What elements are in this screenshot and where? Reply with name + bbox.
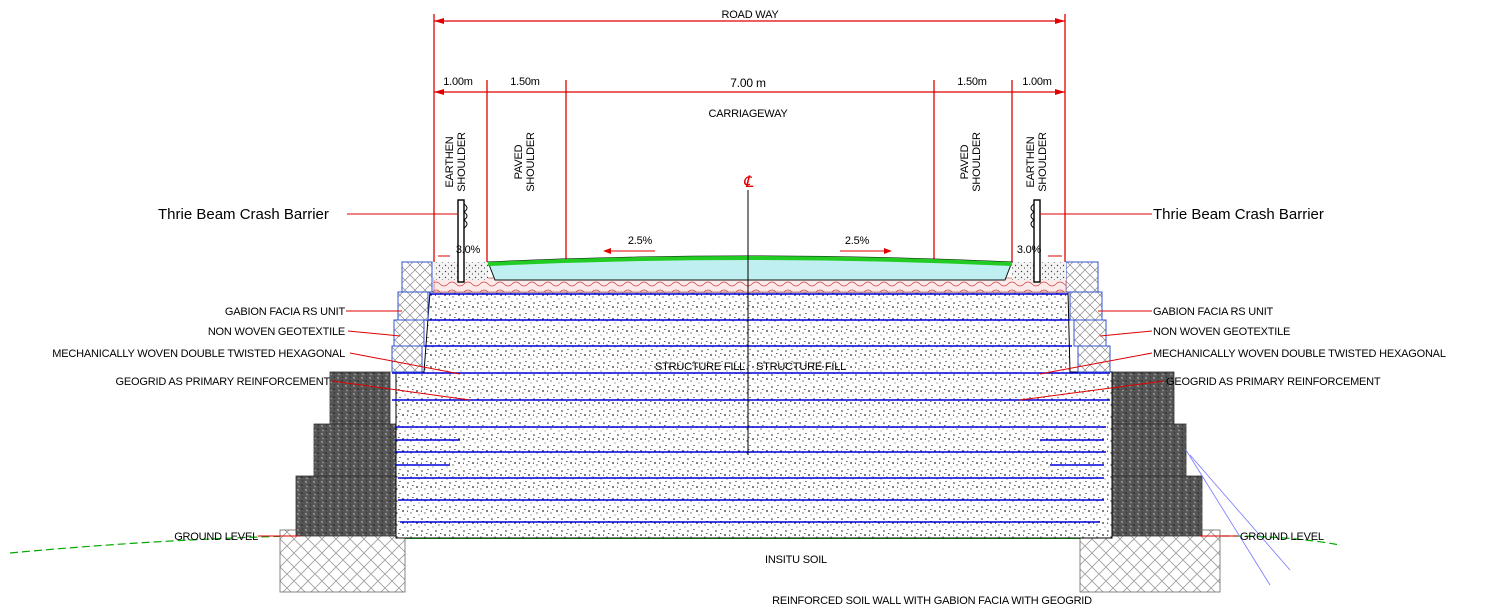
paved-line1: PAVED bbox=[513, 144, 525, 179]
structure-fill-body bbox=[395, 291, 1113, 539]
insitu-soil-label: INSITU SOIL bbox=[765, 554, 827, 566]
left-ground-label: GROUND LEVEL bbox=[174, 531, 258, 543]
left-geogrid-label: GEOGRID AS PRIMARY REINFORCEMENT bbox=[116, 376, 331, 388]
roadway-label: ROAD WAY bbox=[721, 9, 779, 21]
earthen-line1-r: EARTHEN bbox=[1025, 136, 1037, 187]
right-geotextile-label: NON WOVEN GEOTEXTILE bbox=[1153, 326, 1290, 338]
paved-line1-r: PAVED bbox=[959, 144, 971, 179]
right-foundation bbox=[1079, 529, 1221, 593]
carriageway-label: CARRIAGEWAY bbox=[708, 108, 788, 120]
right-gabion-label: GABION FACIA RS UNIT bbox=[1153, 306, 1274, 318]
paved-line2-r: SHOULDER bbox=[971, 132, 983, 192]
right-crash-barrier bbox=[1030, 199, 1041, 283]
left-earthen-shoulder-label: EARTHEN SHOULDER bbox=[444, 132, 468, 192]
right-crash-barrier-label: Thrie Beam Crash Barrier bbox=[1153, 206, 1324, 223]
left-crash-barrier bbox=[457, 199, 468, 283]
left-gabion-rock-tiers bbox=[295, 371, 403, 537]
dimension-lines bbox=[433, 14, 1066, 262]
camber-arrows bbox=[438, 248, 1062, 257]
left-hexagonal-label: MECHANICALLY WOVEN DOUBLE TWISTED HEXAGO… bbox=[52, 348, 345, 360]
right-gabion-rock-tiers bbox=[1095, 371, 1203, 537]
dim-right-earthen: 1.00m bbox=[1022, 76, 1052, 88]
left-leaders bbox=[258, 213, 471, 537]
right-earthen-shoulder-label: EARTHEN SHOULDER bbox=[1025, 132, 1049, 192]
paved-line2: SHOULDER bbox=[525, 132, 537, 192]
left-facing-gabions bbox=[391, 261, 433, 373]
dim-left-paved: 1.50m bbox=[510, 76, 540, 88]
right-geogrid-label: GEOGRID AS PRIMARY REINFORCEMENT bbox=[1166, 376, 1381, 388]
centerline-symbol: ℄ bbox=[743, 174, 754, 191]
dim-carriageway: 7.00 m bbox=[730, 76, 766, 90]
earthen-line2-r: SHOULDER bbox=[1037, 132, 1049, 192]
drawing-caption: REINFORCED SOIL WALL WITH GABION FACIA W… bbox=[772, 595, 1092, 607]
right-hexagonal-label: MECHANICALLY WOVEN DOUBLE TWISTED HEXAGO… bbox=[1153, 348, 1446, 360]
structure-fill-left: STRUCTURE FILL bbox=[655, 361, 745, 373]
right-camber: 2.5% bbox=[845, 235, 870, 247]
wearing-course bbox=[488, 256, 1012, 266]
left-geotextile-label: NON WOVEN GEOTEXTILE bbox=[208, 326, 345, 338]
dim-right-paved: 1.50m bbox=[957, 76, 987, 88]
earthen-line2: SHOULDER bbox=[456, 132, 468, 192]
left-paved-shoulder-label: PAVED SHOULDER bbox=[513, 132, 537, 192]
earthen-line1: EARTHEN bbox=[444, 136, 456, 187]
left-slope: 3.0% bbox=[456, 244, 481, 256]
left-crash-barrier-label: Thrie Beam Crash Barrier bbox=[158, 206, 329, 223]
right-facing-gabions bbox=[1065, 261, 1111, 373]
right-paved-shoulder-label: PAVED SHOULDER bbox=[959, 132, 983, 192]
left-gabion-label: GABION FACIA RS UNIT bbox=[225, 306, 346, 318]
structure-fill-right: STRUCTURE FILL bbox=[756, 361, 846, 373]
right-leaders bbox=[1019, 213, 1291, 586]
left-camber: 2.5% bbox=[628, 235, 653, 247]
right-ground-label: GROUND LEVEL bbox=[1240, 531, 1324, 543]
left-foundation bbox=[279, 529, 406, 593]
right-slope: 3.0% bbox=[1017, 244, 1042, 256]
dim-left-earthen: 1.00m bbox=[443, 76, 473, 88]
